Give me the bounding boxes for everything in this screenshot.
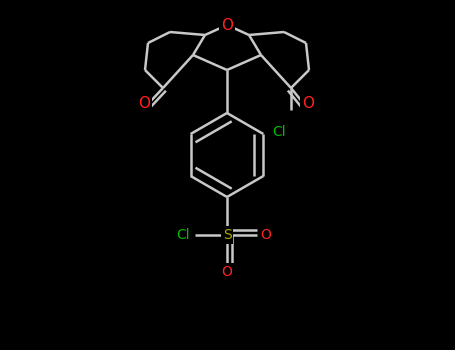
Text: O: O xyxy=(221,18,233,33)
Text: Cl: Cl xyxy=(273,125,286,139)
Text: O: O xyxy=(222,265,233,279)
Text: O: O xyxy=(302,97,314,112)
Text: O: O xyxy=(261,228,272,242)
Text: O: O xyxy=(138,97,150,112)
Text: S: S xyxy=(222,228,232,242)
Text: Cl: Cl xyxy=(176,228,190,242)
